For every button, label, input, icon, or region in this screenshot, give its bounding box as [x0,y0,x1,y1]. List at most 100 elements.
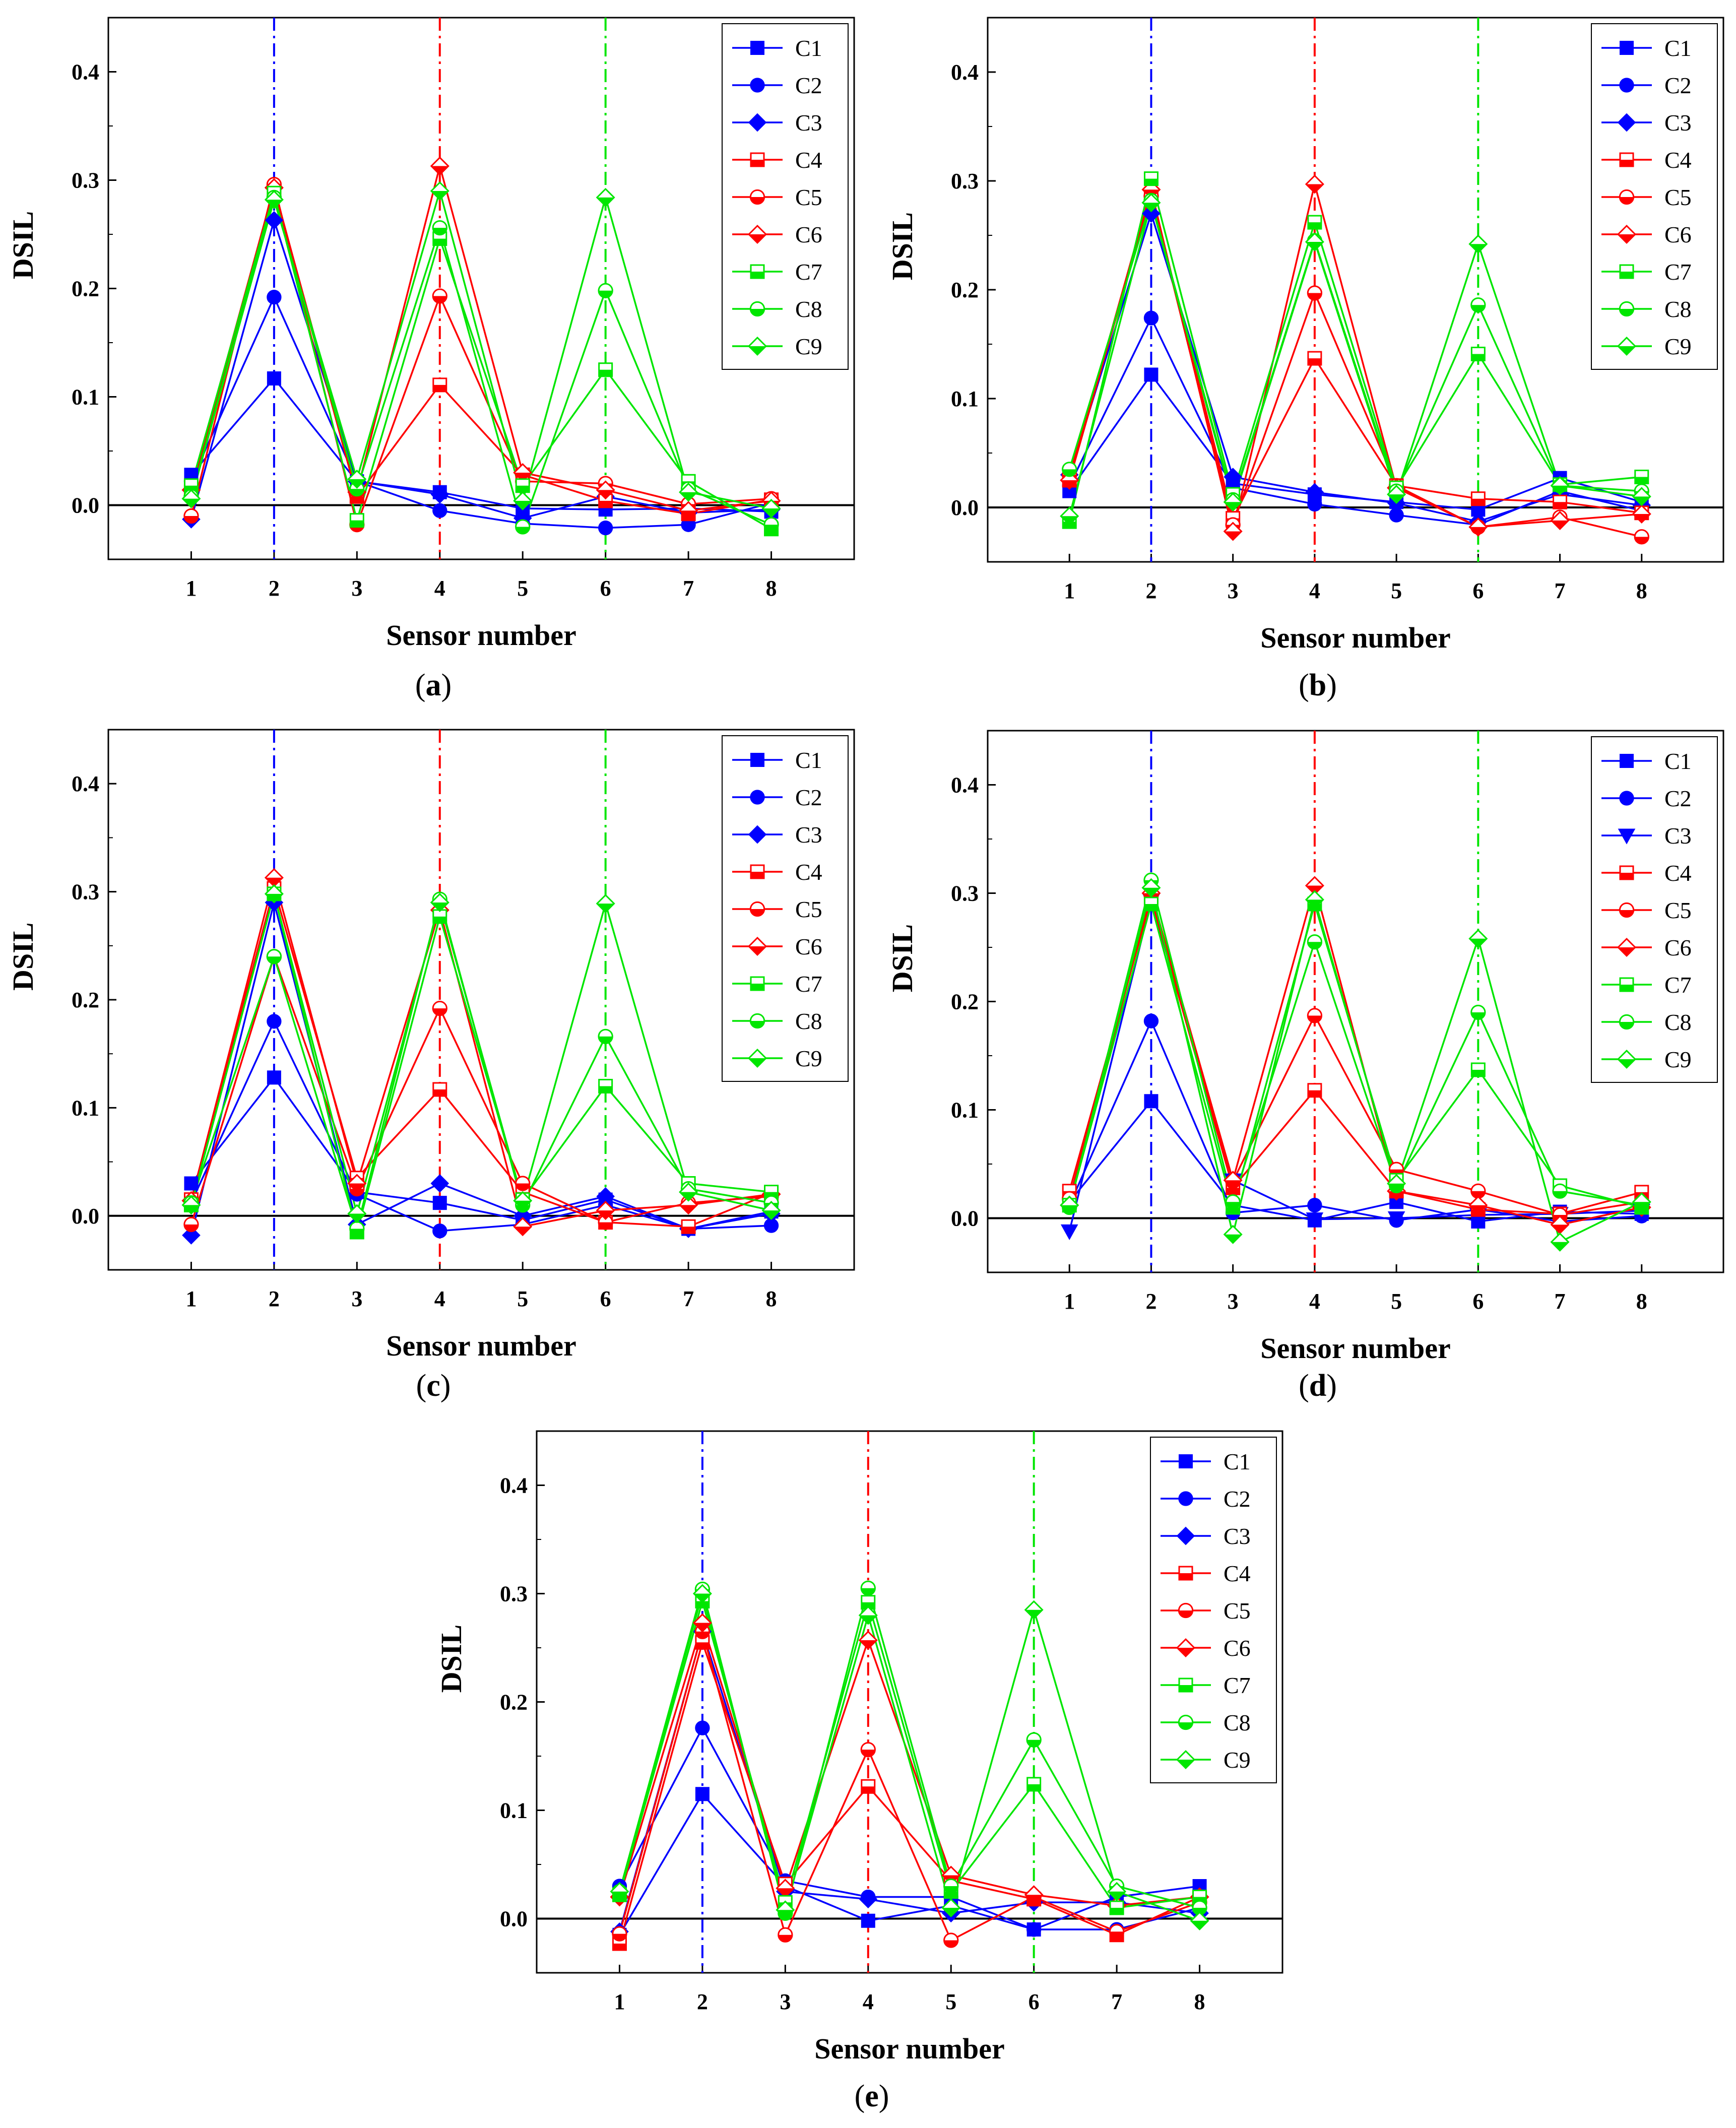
data-point-c-C6-5 [596,1201,615,1220]
legend-marker-b-C7 [1619,264,1634,279]
legend-label-c-C4: C4 [795,859,822,885]
series-line-d-C4 [1068,895,1642,1215]
legend-label-b-C9: C9 [1664,334,1692,359]
data-point-c-C5-4 [515,1176,531,1191]
data-point-e-C9-3 [858,1605,878,1625]
x-tick-label-d-1: 2 [1145,1289,1156,1314]
series-line-b-C8 [1068,197,1642,503]
data-point-b-C6-6 [1550,510,1570,530]
legend-item-e-C2: C2 [1161,1486,1251,1512]
data-point-c-C7-5 [598,1079,613,1094]
y-tick-label-b-1: 0.1 [951,386,979,411]
legend-label-e-C5: C5 [1224,1598,1251,1624]
series-line-e-C7 [618,1598,1200,1909]
data-point-c-C1-0 [184,1176,199,1191]
legend-marker-d-C3 [1618,828,1636,845]
legend-a: C1 C2 C3 C4 C5 C6 C7 C8 C9 [722,23,849,370]
panel-caption-e: (e) [854,2079,889,2113]
x-tick-label-d-5: 6 [1472,1289,1484,1314]
legend-item-d-C4: C4 [1601,860,1692,886]
legend-marker-e-C8 [1178,1714,1194,1730]
series-line-a-C2 [190,295,771,529]
legend-marker-b-C6 [1617,224,1637,244]
x-tick-label-b-0: 1 [1064,578,1075,603]
legend-item-a-C9: C9 [732,334,822,359]
x-tick-label-c-7: 8 [766,1286,777,1311]
series-line-b-C6 [1068,184,1642,532]
data-point-e-C5-3 [860,1742,876,1758]
legend-label-e-C7: C7 [1224,1672,1251,1698]
data-point-c-C8-1 [266,949,282,964]
series-line-a-C4 [190,187,771,515]
legend-label-e-C3: C3 [1224,1523,1251,1549]
data-point-d-C5-3 [1307,1008,1323,1023]
x-tick-label-d-2: 3 [1228,1289,1239,1314]
data-point-a-C9-7 [761,498,781,518]
legend-item-b-C4: C4 [1601,147,1692,173]
legend-label-d-C3: C3 [1664,823,1692,849]
legend-marker-c-C2 [750,790,765,805]
data-point-e-C5-6 [1109,1924,1125,1940]
data-point-b-C4-6 [1553,494,1568,509]
legend-marker-e-C7 [1178,1678,1193,1693]
series-line-e-C6 [618,1620,1200,1907]
legend-marker-d-C4 [1619,865,1634,880]
legend-label-b-C3: C3 [1664,110,1692,136]
data-point-e-C6-5 [1024,1885,1044,1905]
data-point-a-C7-3 [432,231,447,246]
data-point-c-C7-3 [432,909,447,924]
x-tick-label-c-2: 3 [351,1286,362,1311]
data-point-a-C7-2 [349,513,364,528]
data-point-e-C6-1 [692,1613,712,1633]
x-tick-label-d-0: 1 [1064,1289,1075,1314]
legend-label-e-C8: C8 [1224,1710,1251,1735]
data-point-e-C8-5 [1026,1732,1042,1748]
series-line-b-C2 [1068,316,1642,526]
data-point-c-C4-3 [432,1082,447,1097]
series-line-e-C5 [618,1628,1200,1942]
data-point-b-C9-2 [1223,492,1243,512]
legend-item-b-C6: C6 [1601,222,1692,247]
data-point-b-C6-0 [1060,470,1079,490]
data-point-b-C5-3 [1307,285,1323,301]
x-tick-label-c-4: 5 [517,1286,528,1311]
chart-svg-c: 0.0 0.1 0.2 0.3 0.4 1 2 3 4 5 6 7 8 Sensor number DSIL… [7,729,855,1362]
legend-label-d-C4: C4 [1664,860,1692,886]
data-point-e-C9-7 [1190,1911,1209,1930]
x-tick-label-c-1: 2 [269,1286,280,1311]
data-point-b-C1-1 [1144,367,1159,382]
x-tick-label-b-2: 3 [1228,578,1239,603]
legend-marker-e-C2 [1178,1491,1193,1506]
legend-item-d-C8: C8 [1601,1009,1692,1035]
data-point-a-C6-5 [596,480,615,500]
legend-marker-a-C6 [747,224,767,244]
x-tick-label-b-5: 6 [1472,578,1484,603]
data-point-c-C3-0 [182,1226,201,1245]
y-tick-label-a-2: 0.2 [72,277,99,301]
x-tick-label-e-7: 8 [1194,1989,1205,2014]
y-tick-label-c-1: 0.1 [72,1095,99,1120]
y-tick-label-e-3: 0.3 [500,1582,528,1606]
chart-panel-d: 0.0 0.1 0.2 0.3 0.4 1 2 3 4 5 6 7 8 Sensor number DSIL… [886,711,1736,1426]
data-point-c-C8-5 [598,1028,613,1045]
legend-item-b-C7: C7 [1601,259,1692,285]
legend-item-a-C3: C3 [732,110,822,136]
data-point-b-C3-1 [1142,204,1161,223]
legend-marker-b-C1 [1620,41,1634,55]
legend-label-b-C6: C6 [1664,222,1692,247]
legend-marker-e-C4 [1178,1566,1193,1581]
legend-item-c-C2: C2 [732,785,822,810]
y-tick-label-d-0: 0.0 [951,1206,979,1231]
data-point-d-C7-1 [1143,896,1159,912]
panel-caption-d: (d) [1299,1369,1337,1403]
series-line-d-C8 [1068,880,1642,1208]
legend-label-c-C8: C8 [795,1008,822,1034]
x-axis-title-d: Sensor number [1260,1332,1451,1365]
data-point-d-C9-0 [1060,1195,1079,1215]
legend-marker-a-C4 [750,152,765,167]
legend-item-c-C5: C5 [732,896,822,922]
x-tick-label-e-5: 6 [1028,1989,1040,2014]
legend-item-b-C3: C3 [1601,110,1692,136]
legend-item-b-C8: C8 [1601,296,1692,322]
series-line-e-C9 [618,1590,1200,1922]
